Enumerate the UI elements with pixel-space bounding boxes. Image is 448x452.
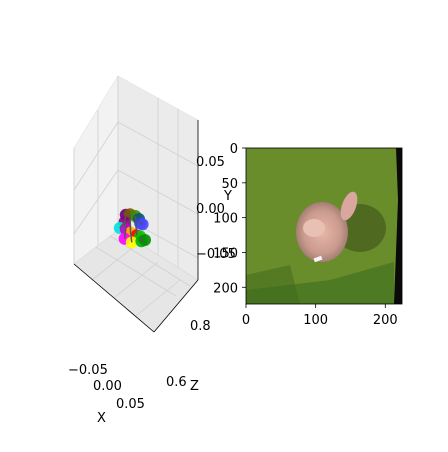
skeleton-line-5 xyxy=(134,215,138,236)
x-tick-label-2: 0.05 xyxy=(116,397,145,412)
skeleton-line-1 xyxy=(123,221,127,230)
grid-line-floor-2 xyxy=(135,279,181,317)
hand-knuckle xyxy=(303,219,325,237)
axis-line-x xyxy=(73,263,155,333)
y-tick-label-1: 0.00 xyxy=(196,202,225,217)
axes-3d: −0.050.000.050.050.00−0.050.80.6 X Y Z xyxy=(68,74,236,426)
skeleton-line-2 xyxy=(123,229,127,239)
skeleton-line-4 xyxy=(129,232,133,243)
grid-line-wall-2 xyxy=(117,213,199,259)
y-tick-label-0: 0.05 xyxy=(196,155,225,170)
image-content xyxy=(246,148,402,304)
image-y-tick-label-2: 100 xyxy=(213,212,238,227)
x-tick-label-0: −0.05 xyxy=(68,363,108,378)
grid-line-floor-1 xyxy=(113,261,159,299)
image-y-tick-label-0: 0 xyxy=(230,142,238,157)
grid-line-wall-4 xyxy=(73,169,119,235)
axis-line-z xyxy=(153,279,199,333)
image-x-tick-label-1: 100 xyxy=(303,313,328,328)
ticks-image: 0 100 200 0 50 100 150 200 xyxy=(213,142,398,328)
hand-thumb xyxy=(340,191,358,221)
skeleton-line-7 xyxy=(139,222,143,226)
image-x-tick-label-2: 200 xyxy=(373,313,398,328)
ticks-3d: −0.050.000.050.050.00−0.050.80.6 xyxy=(68,155,236,412)
axes-image: 0 100 200 0 50 100 150 200 xyxy=(213,142,403,328)
grid-line-floor-0 xyxy=(91,244,137,281)
skeleton-line-0 xyxy=(123,214,127,223)
scatter-points xyxy=(113,208,151,249)
grid-line-wall-3 xyxy=(73,121,119,191)
image-y-tick-label-3: 150 xyxy=(213,246,238,261)
skeleton-line-9 xyxy=(141,239,146,242)
y-tick-label-2: −0.05 xyxy=(196,247,236,262)
image-x-tick-label-0: 0 xyxy=(242,313,250,328)
grid-line-wall-1 xyxy=(117,169,199,215)
z-tick-label-1: 0.6 xyxy=(166,375,187,390)
grid-line-floor-3 xyxy=(95,246,177,297)
axis-label-y: Y xyxy=(223,189,232,204)
x-tick-label-1: 0.00 xyxy=(93,379,122,394)
image-y-tick-label-4: 200 xyxy=(213,281,238,296)
image-y-tick-label-1: 50 xyxy=(221,177,238,192)
image-shadow-right xyxy=(394,148,402,304)
image-gradient-patch xyxy=(246,265,300,304)
image-frame xyxy=(245,147,403,305)
z-tick-label-0: 0.8 xyxy=(190,319,211,334)
skeleton-line-3 xyxy=(129,214,132,233)
skeleton-line-6 xyxy=(138,218,141,224)
axis-label-x: X xyxy=(97,411,106,426)
grid-line-wall-0 xyxy=(117,121,199,167)
skeleton-line-10 xyxy=(119,221,126,229)
skeleton-line-8 xyxy=(139,236,143,242)
axis-label-z: Z xyxy=(190,379,199,394)
grid-3d xyxy=(73,76,199,317)
hand-highlight xyxy=(313,255,323,263)
